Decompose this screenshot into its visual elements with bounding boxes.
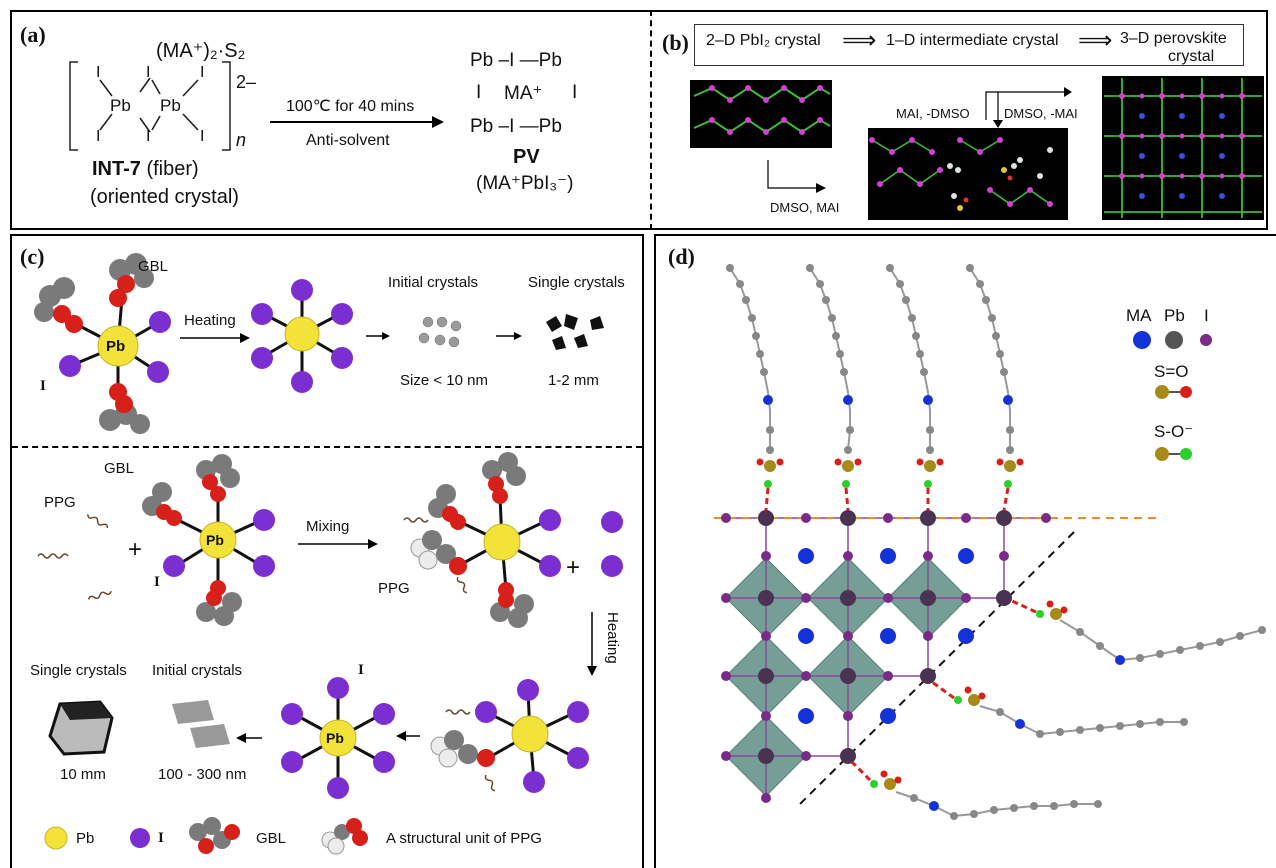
pv-ma: MA⁺ [504, 83, 543, 104]
c-top-size-single: 1-2 mm [548, 372, 599, 389]
int-7-type: (fiber) [140, 158, 199, 180]
stage-2: 1–D intermediate crystal [886, 32, 1059, 49]
intermediate-structure [868, 128, 1068, 220]
pv-right-i: I [572, 82, 578, 103]
c-bot-ppg: PPG [44, 494, 76, 511]
c-legend-ppg: A structural unit of PPG [386, 830, 542, 847]
stage-3a: 3–D perovskite [1120, 30, 1227, 47]
iodide-bc: I [146, 128, 151, 145]
c-top-i: I [40, 378, 46, 394]
arrow-label-bottom: DMSO, MAI [770, 200, 840, 215]
iodide-tc: I [146, 64, 151, 81]
c-bot-initial: Initial crystals [152, 662, 243, 679]
c-bot-gbl: GBL [104, 460, 135, 477]
c-legend-pb: Pb [76, 830, 95, 847]
d-legend-i: I [1204, 306, 1209, 325]
c-bot-single: Single crystals [30, 662, 127, 679]
pb-left: Pb [110, 96, 131, 115]
d-legend-so-single: S-O⁻ [1154, 422, 1194, 441]
pv-top: Pb –I —Pb [470, 50, 562, 71]
c-bot-mixing: Mixing [306, 518, 350, 535]
c-bot-plus2: + [566, 554, 581, 581]
c-bot-i: I [154, 574, 160, 590]
d-legend-so-double: S=O [1154, 362, 1189, 381]
panel-a [10, 10, 650, 230]
c-bot-ppg2: PPG [378, 580, 410, 597]
iodide-br: I [200, 128, 205, 145]
int-sub: (oriented crystal) [90, 186, 239, 208]
panel-b-label: (b) [662, 30, 689, 55]
c-bot-size-initial: 100 - 300 nm [158, 766, 247, 783]
c-top-gbl: GBL [138, 258, 169, 275]
pv-bottom: Pb –I —Pb [470, 116, 562, 137]
c-top-size-initial: Size < 10 nm [400, 372, 488, 389]
c-top-heating: Heating [184, 312, 236, 329]
panel-c-label: (c) [20, 244, 45, 269]
iodide-tr: I [200, 64, 205, 81]
pbi2-structure [690, 80, 832, 148]
c-legend-i: I [158, 830, 164, 846]
gbl-cluster [34, 253, 154, 434]
c-bot-i2: I [358, 662, 364, 678]
c-bot-pb2: Pb [326, 730, 344, 746]
stage-1: 2–D PbI₂ crystal [706, 32, 821, 49]
arrow-label-right: DMSO, -MAI [1004, 106, 1078, 121]
stage-3b: crystal [1168, 48, 1215, 65]
c-top-pb: Pb [106, 338, 126, 355]
pb-right: Pb [160, 96, 181, 115]
c-top-single: Single crystals [528, 274, 625, 291]
c-top-initial: Initial crystals [388, 274, 479, 291]
panel-b-stage-box [694, 24, 1244, 66]
c-bot-heating: Heating [604, 612, 621, 664]
pv-formula: (MA⁺PbI₃⁻) [476, 173, 574, 194]
arrow-label-left: MAI, -DMSO [896, 106, 970, 121]
c-bot-pb: Pb [206, 532, 224, 548]
panel-c-divider [12, 446, 642, 448]
d-legend-ma: MA [1126, 306, 1152, 325]
charge: 2– [236, 72, 257, 92]
condition-top: 100℃ for 40 mins [286, 98, 415, 115]
c-bot-size-single: 10 mm [60, 766, 106, 783]
single-crystal-graphic [48, 700, 114, 756]
int-name: INT-7 (fiber) [92, 158, 199, 181]
panel-d-label: (d) [668, 244, 695, 269]
condition-bottom: Anti-solvent [306, 132, 390, 149]
int-7-name: INT-7 [92, 158, 141, 180]
d-legend-pb: Pb [1164, 306, 1185, 325]
iodide-tl: I [96, 64, 101, 81]
c-legend-gbl: GBL [256, 830, 287, 847]
stage-arrow-2: ⟹ [1078, 27, 1113, 54]
pv-left-i: I [476, 82, 482, 103]
counter-ion: (MA⁺)₂·S₂ [156, 40, 246, 62]
pv-name: PV [513, 146, 540, 168]
repeat-n: n [236, 130, 247, 150]
panel-a-label: (a) [20, 22, 46, 47]
stage-arrow-1: ⟹ [842, 27, 877, 54]
iodide-bl: I [96, 128, 101, 145]
c-bot-plus: + [128, 536, 143, 563]
